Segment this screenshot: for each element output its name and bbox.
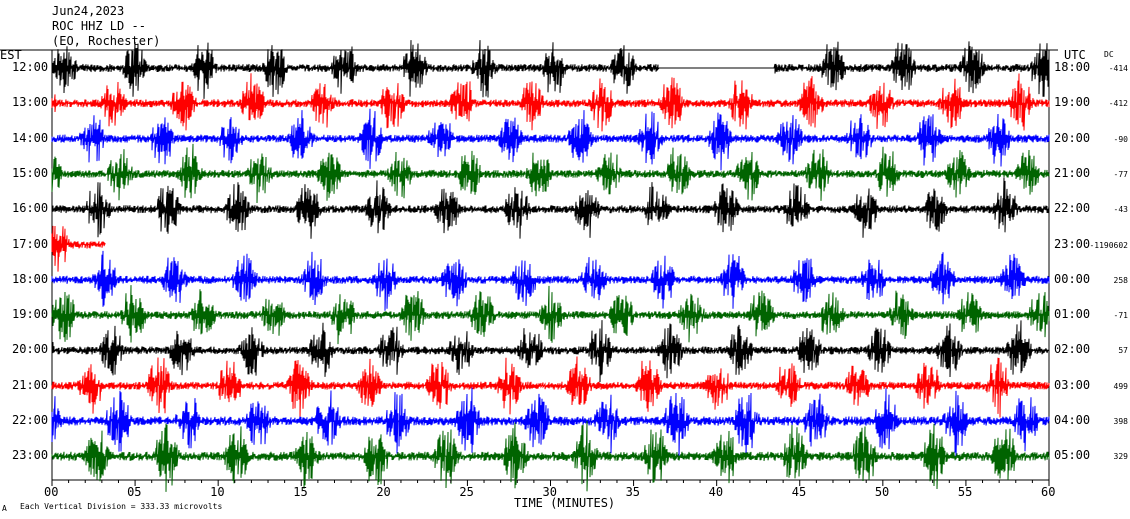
x-tick-label: 55 <box>957 485 973 499</box>
x-tick-label: 00 <box>44 485 59 499</box>
utc-label: 05:00 <box>1054 448 1091 463</box>
est-label: 18:00 <box>12 271 49 286</box>
est-label: 23:00 <box>12 448 49 463</box>
x-tick-label: 40 <box>708 485 724 499</box>
utc-label: 01:00 <box>1054 307 1091 322</box>
dc-label: -414 <box>1108 64 1128 73</box>
trace-13:00 <box>51 73 1050 132</box>
utc-label: 04:00 <box>1054 413 1091 427</box>
trace-22:00 <box>51 387 1050 459</box>
corner-mark: A <box>2 504 7 513</box>
est-label: 16:00 <box>12 201 49 216</box>
est-label: 15:00 <box>12 165 49 180</box>
est-label: 21:00 <box>12 377 49 392</box>
trace-23:00 <box>51 420 1050 492</box>
dc-label: -71 <box>1113 311 1128 321</box>
trace-20:00 <box>51 320 1050 383</box>
est-label: 12:00 <box>12 60 49 74</box>
dc-label: 258 <box>1113 275 1128 285</box>
dc-label: -90 <box>1113 134 1128 144</box>
trace-14:00 <box>51 108 1050 171</box>
est-label: 13:00 <box>12 95 49 110</box>
dc-label: -412 <box>1108 99 1128 109</box>
est-label: 19:00 <box>12 307 49 322</box>
est-label: 14:00 <box>12 130 49 145</box>
x-tick-label: 60 <box>1041 485 1056 499</box>
x-tick-label: 05 <box>127 485 142 499</box>
x-tick-label: 25 <box>459 485 474 499</box>
dc-label: 329 <box>1113 452 1128 462</box>
station-channel: ROC HHZ LD -- <box>52 19 146 33</box>
station-location: (EO, Rochester) <box>52 34 161 48</box>
utc-label: 19:00 <box>1054 95 1091 110</box>
utc-axis-title: UTC <box>1064 48 1086 62</box>
utc-label: 22:00 <box>1054 201 1091 216</box>
utc-label: 00:00 <box>1054 271 1091 286</box>
x-tick-label: 15 <box>293 485 308 499</box>
x-tick-label: 45 <box>791 485 807 499</box>
x-tick-label: 50 <box>874 485 890 499</box>
est-label: 22:00 <box>12 413 49 427</box>
utc-label: 02:00 <box>1054 342 1091 357</box>
utc-label: 03:00 <box>1054 377 1091 392</box>
utc-label: 23:00 <box>1054 236 1091 251</box>
dc-label: -1190602 <box>1089 240 1128 250</box>
scale-note: Each Vertical Division = 333.33 microvol… <box>20 502 223 511</box>
trace-12:00 <box>51 40 1050 99</box>
x-tick-label: 20 <box>376 485 391 499</box>
utc-label: 21:00 <box>1054 165 1091 180</box>
dc-axis-title: DC <box>1104 50 1114 59</box>
trace-21:00 <box>51 356 1050 419</box>
trace-17:00 <box>51 225 106 272</box>
trace-19:00 <box>51 285 1050 345</box>
dc-label: 57 <box>1118 346 1128 356</box>
trace-18:00 <box>51 250 1050 311</box>
utc-label: 18:00 <box>1054 60 1091 74</box>
est-label: 17:00 <box>12 236 49 251</box>
x-tick-label: 35 <box>625 485 641 499</box>
x-tick-label: 10 <box>210 485 225 499</box>
station-date: Jun24,2023 <box>52 4 125 18</box>
utc-label: 20:00 <box>1054 130 1091 145</box>
trace-15:00 <box>51 143 1050 204</box>
x-axis-title: TIME (MINUTES) <box>514 496 616 510</box>
dc-label: 398 <box>1113 417 1128 426</box>
est-label: 20:00 <box>12 342 49 357</box>
dc-label: -43 <box>1113 205 1128 215</box>
dc-label: 499 <box>1113 381 1128 391</box>
trace-16:00 <box>51 177 1050 239</box>
dc-label: -77 <box>1113 169 1128 179</box>
est-axis-title: EST <box>0 48 22 62</box>
x-tick-label: 30 <box>542 485 557 499</box>
